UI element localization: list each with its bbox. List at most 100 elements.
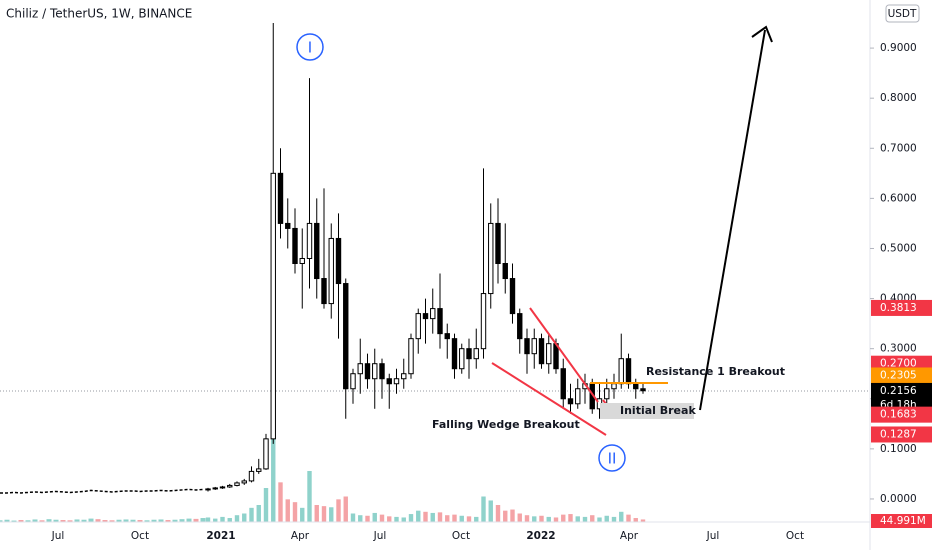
candle-body — [364, 363, 371, 380]
x-tick-label: 2021 — [206, 530, 235, 542]
candle-body — [205, 488, 211, 491]
volume-bar — [452, 514, 457, 522]
volume-bar — [394, 516, 399, 522]
candle-body — [625, 358, 632, 385]
volume-bar — [517, 513, 522, 522]
candle-body — [466, 348, 472, 360]
currency: USDT — [888, 8, 917, 20]
price-label-bg — [871, 367, 932, 384]
volume-bar — [597, 517, 602, 522]
volume-bar — [300, 507, 305, 522]
price-label-bg — [871, 426, 932, 443]
volume-label-bg — [871, 514, 932, 528]
volume-bar — [350, 513, 356, 522]
label-box — [600, 403, 694, 419]
volume-bar — [575, 516, 580, 522]
candle-body — [444, 333, 450, 340]
volume-bar — [123, 519, 129, 522]
volume-bar — [532, 516, 537, 522]
x-tick-label: Apr — [291, 530, 310, 542]
volume-bar — [60, 520, 66, 522]
candle-body — [488, 222, 494, 295]
volume-bar — [307, 471, 312, 522]
volume-bar — [179, 519, 185, 522]
candle-body — [285, 222, 291, 229]
volume-bar — [503, 510, 508, 522]
price-line — [0, 488, 204, 494]
volume-bar — [0, 520, 3, 522]
volume-bar — [474, 516, 479, 522]
annotation: Initial Break — [620, 404, 696, 417]
volume-bar — [561, 514, 566, 522]
price-label-bg — [871, 406, 932, 423]
candle-body — [509, 278, 516, 315]
volume-bar — [227, 518, 232, 522]
volume-bar — [379, 514, 385, 522]
candle-body — [437, 308, 443, 335]
price-label: 0.1683 — [880, 409, 917, 421]
volume-bar — [459, 515, 464, 522]
volume-bar — [137, 520, 143, 522]
x-tick-label: Jul — [51, 530, 65, 542]
candle-body — [343, 283, 349, 390]
volume-bar — [423, 511, 428, 522]
currency-badge — [885, 4, 920, 23]
candle-body — [256, 468, 262, 472]
candle-body — [538, 338, 545, 365]
volume-bar — [604, 515, 609, 522]
candle-body — [328, 237, 334, 305]
y-tick-label: 0.0000 — [880, 493, 917, 505]
volume-bar — [408, 514, 414, 522]
annotation: II — [608, 450, 617, 468]
wave-circle — [598, 444, 626, 472]
candle-body — [604, 388, 610, 400]
price-label: 0.2156 — [880, 385, 917, 397]
volume-bar — [582, 516, 588, 522]
volume-bar — [626, 514, 631, 522]
x-tick-label: Jul — [706, 530, 720, 542]
candle-body — [546, 343, 552, 365]
candle-body — [350, 373, 356, 390]
price-label: 0.2700 — [880, 358, 917, 370]
volume-bar — [53, 519, 59, 522]
volume-bar — [11, 520, 17, 522]
x-tick-label: 2022 — [526, 530, 555, 542]
volume-bar — [109, 520, 115, 522]
candle-body — [430, 308, 436, 320]
volume-bar — [481, 496, 486, 522]
volume-bar — [466, 516, 472, 522]
candle-body — [611, 383, 617, 390]
volume-bar — [102, 520, 108, 522]
volume-bar — [401, 517, 406, 522]
candle-body — [270, 172, 276, 440]
candle-body — [640, 388, 646, 392]
y-tick-label: 0.3000 — [880, 343, 917, 355]
candle-body — [306, 222, 313, 259]
candle-body — [459, 348, 465, 370]
candle-body — [524, 338, 530, 355]
y-tick-label: 0.1000 — [880, 443, 917, 455]
volume-bar — [343, 496, 348, 522]
price-label: 0.3813 — [880, 302, 917, 314]
volume-bar — [256, 505, 261, 522]
volume-bar — [372, 512, 377, 522]
arrow-shaft — [699, 29, 766, 411]
x-tick-label: Apr — [620, 530, 639, 542]
volume-bar — [285, 499, 290, 522]
price-label: 0.1287 — [880, 428, 917, 440]
annotation: Falling Wedge Breakout — [432, 418, 580, 431]
volume-bar — [365, 515, 370, 522]
volume-bar — [430, 512, 435, 522]
volume-bar — [242, 513, 247, 522]
volume-bar — [130, 519, 136, 522]
volume-bar — [205, 517, 211, 522]
y-tick-label: 0.9000 — [880, 42, 917, 54]
volume-bar — [524, 515, 530, 522]
volume-bar — [445, 515, 450, 522]
volume-bar — [546, 516, 551, 522]
candle-body — [633, 383, 639, 390]
volume-layer — [0, 437, 646, 522]
candle-body — [357, 363, 363, 375]
wave-circle — [296, 33, 324, 61]
